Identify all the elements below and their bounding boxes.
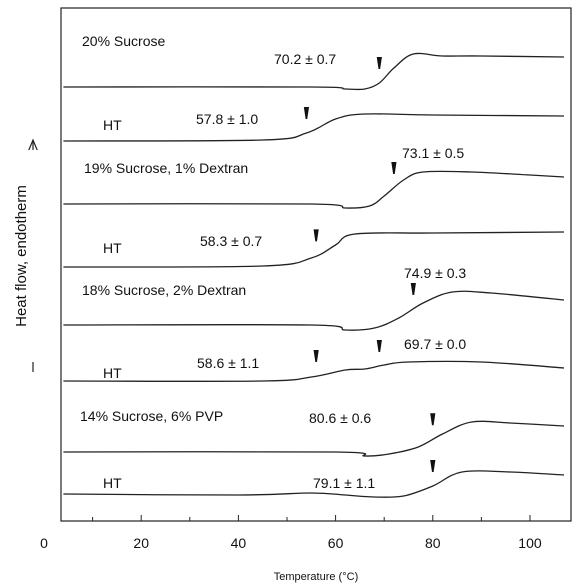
series-name-label: HT <box>103 475 122 491</box>
series-line-2 <box>63 113 565 142</box>
y-axis-arrow-head-icon <box>27 138 39 153</box>
tg-marker-icon <box>313 350 319 362</box>
x-tick-label: 60 <box>328 535 344 551</box>
y-axis-label-bg <box>24 150 44 362</box>
markers-layer <box>303 57 436 472</box>
series-name-label: 19% Sucrose, 1% Dextran <box>84 160 248 176</box>
labels-layer: 20% Sucrose 70.2 ± 0.7 HT 57.8 ± 1.0 19% Suc… <box>80 33 466 491</box>
series-name-label: 14% Sucrose, 6% PVP <box>80 408 223 424</box>
series-name-label: HT <box>103 117 122 133</box>
tg-marker-icon <box>376 57 382 69</box>
y-axis-label-group: Heat flow, endotherm <box>13 138 44 372</box>
tg-value-label: 80.6 ± 0.6 <box>309 410 371 426</box>
tg-marker-icon <box>391 162 397 174</box>
series-line-7 <box>63 420 565 457</box>
tg-value-label: 58.6 ± 1.1 <box>197 355 259 371</box>
x-tick-label: 40 <box>231 535 247 551</box>
series-name-label: 20% Sucrose <box>82 33 165 49</box>
series-name-label: HT <box>103 240 122 256</box>
series-line-6 <box>63 360 565 382</box>
tg-marker-icon <box>430 413 436 426</box>
x-tick-label: 100 <box>518 535 542 551</box>
x-tick-label: 0 <box>40 535 48 551</box>
tg-marker-icon <box>376 340 382 352</box>
tg-marker-icon <box>430 460 436 472</box>
series-line-5 <box>63 290 565 331</box>
series-name-label: 18% Sucrose, 2% Dextran <box>82 282 246 298</box>
tg-marker-icon <box>410 283 416 295</box>
tg-value-label: 57.8 ± 1.0 <box>196 111 258 127</box>
series-line-8 <box>63 470 565 498</box>
tg-marker-icon <box>313 229 319 242</box>
tg-marker-icon <box>303 107 310 119</box>
x-axis-ticks: 0 20 40 60 80 100 <box>40 515 542 551</box>
series-line-1 <box>63 52 565 91</box>
tg-value-label: 69.7 ± 0.0 <box>404 336 466 352</box>
tg-value-label: 73.1 ± 0.5 <box>402 145 464 161</box>
y-axis-label: Heat flow, endotherm <box>13 185 30 327</box>
x-tick-label: 80 <box>425 535 441 551</box>
tg-value-label: 74.9 ± 0.3 <box>404 265 466 281</box>
x-tick-label: 20 <box>133 535 149 551</box>
curves-layer <box>63 52 565 498</box>
x-axis-label: Temperature (°C) <box>274 571 358 583</box>
tg-value-label: 70.2 ± 0.7 <box>274 51 336 67</box>
series-name-label: HT <box>103 365 122 381</box>
tg-value-label: 79.1 ± 1.1 <box>313 475 375 491</box>
plot-frame <box>60 7 572 522</box>
tg-value-label: 58.3 ± 0.7 <box>200 233 262 249</box>
series-line-4 <box>63 231 565 268</box>
series-line-3 <box>63 170 565 209</box>
